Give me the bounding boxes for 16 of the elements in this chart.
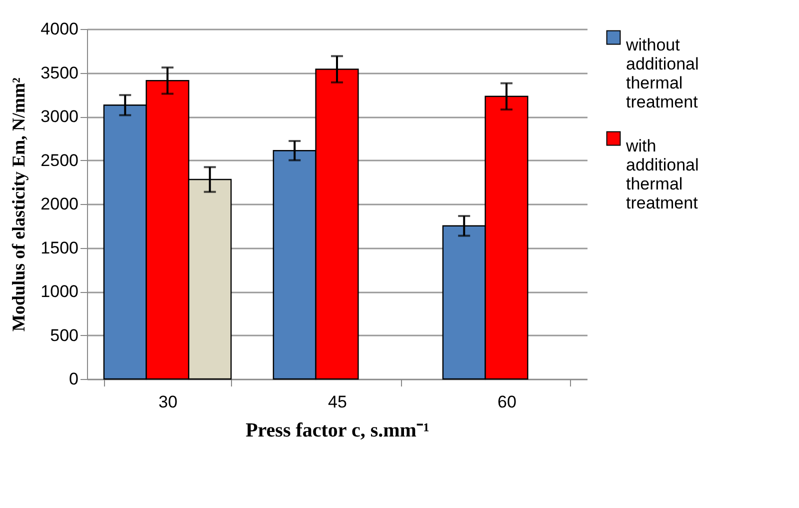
y-tick-label: 2000 [40,194,78,214]
y-axis-title: Modulus of elasticity Em, N/mm² [8,78,29,332]
y-tick-label: 4000 [40,20,78,38]
legend-label: with additional thermal treatment [625,136,699,212]
y-tick-label: 500 [50,326,78,345]
y-tick-label: 0 [69,370,78,388]
y-tick-label: 3500 [40,63,78,82]
x-axis-title: Press factor c, s.mm⁻¹ [246,420,430,442]
y-tick-label: 2500 [40,150,78,170]
y-tick-label: 1000 [40,282,78,301]
x-tick-label: 30 [158,392,178,412]
y-tick-label: 3000 [40,107,78,126]
y-tick-label: 1500 [40,238,78,258]
legend-label: without additional thermal treatment [625,36,699,112]
x-tick-label: 60 [498,392,516,412]
x-tick-label: 45 [328,392,347,412]
